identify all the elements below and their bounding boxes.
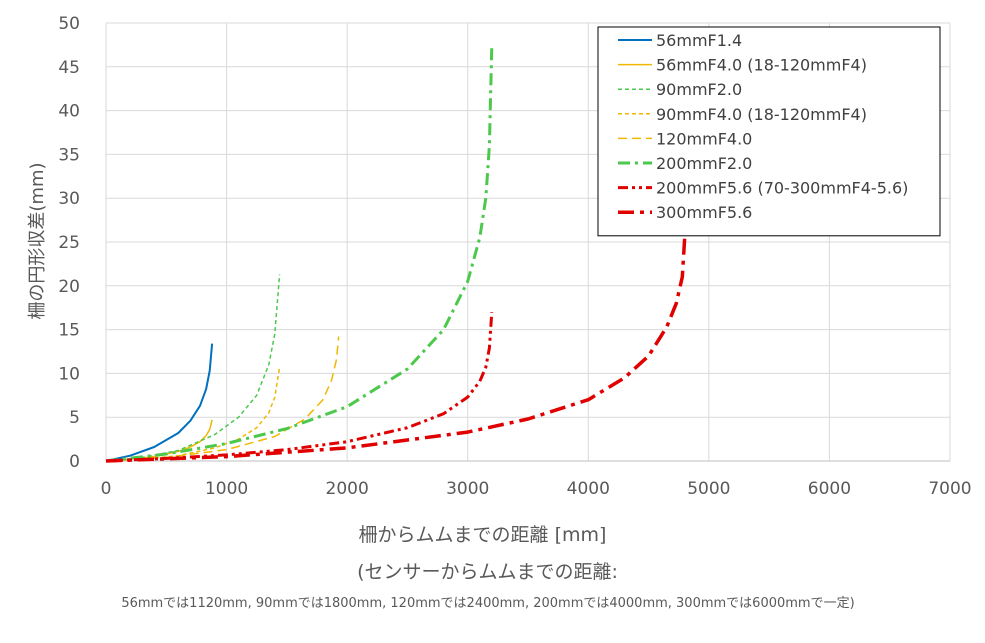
legend-entry: 90mmF4.0 (18-120mmF4) [656, 105, 867, 124]
y-tick-label: 20 [58, 277, 80, 297]
y-tick-label: 30 [58, 189, 80, 209]
legend-entry: 120mmF4.0 [656, 129, 752, 148]
y-axis-ticks: 0 5 10 15 20 25 30 35 40 45 50 [58, 14, 80, 472]
y-tick-label: 40 [58, 102, 80, 122]
x-axis-ticks: 0 1000 2000 3000 4000 5000 6000 7000 [101, 479, 972, 499]
x-tick-label: 0 [101, 479, 112, 499]
x-tick-label: 2000 [326, 479, 369, 499]
legend: 56mmF1.4 56mmF4.0 (18-120mmF4) 90mmF2.0 90m… [597, 26, 941, 237]
series-line-7 [105, 311, 494, 463]
y-tick-label: 5 [69, 408, 80, 428]
y-tick-label: 0 [69, 452, 80, 472]
y-axis-label: 柵の円形収差(mm) [27, 162, 48, 320]
x-tick-label: 6000 [808, 479, 851, 499]
series-line-1 [105, 343, 214, 462]
y-tick-label: 45 [58, 58, 80, 78]
legend-box [597, 26, 941, 237]
x-axis-label: 柵からムムまでの距離 [mm] [358, 524, 607, 546]
legend-entry: 300mmF5.6 [656, 203, 752, 222]
legend-entry: 200mmF5.6 (70-300mmF4-5.6) [656, 179, 908, 198]
x-tick-label: 5000 [687, 479, 730, 499]
series-line-8 [105, 237, 687, 463]
series-line-5 [105, 336, 340, 462]
y-tick-label: 25 [58, 233, 80, 253]
legend-entry: 56mmF4.0 (18-120mmF4) [656, 56, 867, 75]
x-tick-label: 1000 [205, 479, 248, 499]
grid [105, 22, 951, 462]
y-tick-label: 10 [58, 364, 80, 384]
x-tick-label: 7000 [928, 479, 971, 499]
series-line-4 [105, 367, 281, 462]
series-line-6 [105, 44, 494, 463]
legend-entry: 90mmF2.0 [656, 80, 742, 99]
x-tick-label: 4000 [567, 479, 610, 499]
series-line-3 [105, 274, 281, 462]
legend-entry: 200mmF2.0 [656, 154, 752, 173]
x-tick-label: 3000 [446, 479, 489, 499]
y-tick-label: 15 [58, 321, 80, 341]
x-axis-label-detail: 56mmでは1120mm, 90mmでは1800mm, 120mmでは2400m… [121, 596, 855, 611]
series-lines [105, 44, 687, 463]
legend-entry: 56mmF1.4 [656, 31, 742, 50]
y-tick-label: 50 [58, 14, 80, 34]
x-axis-label-note: (センサーからムムまでの距離: [357, 561, 618, 583]
y-tick-label: 35 [58, 145, 80, 165]
